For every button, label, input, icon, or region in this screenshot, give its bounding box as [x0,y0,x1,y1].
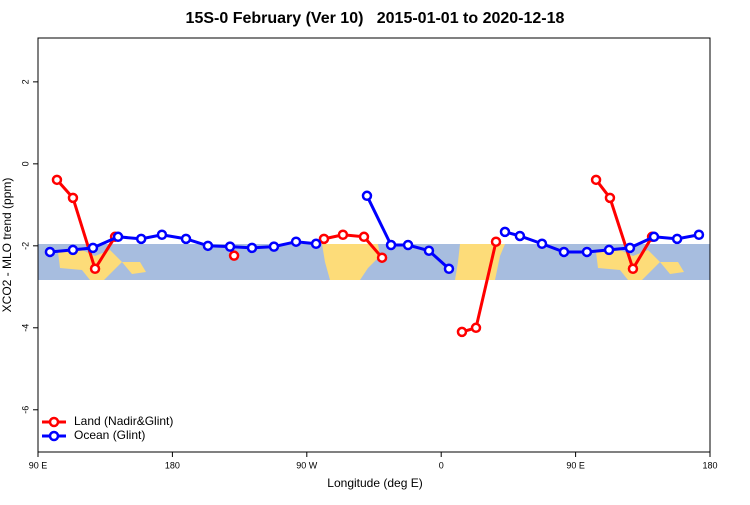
point [156,229,168,241]
point [402,239,414,251]
land [122,262,146,274]
point [456,326,468,338]
point [490,236,502,247]
series-line [55,178,654,334]
point [470,322,482,334]
point [67,244,79,256]
legend-marker [48,430,60,442]
x-tick-label: 90 W [296,460,318,470]
point [361,190,373,202]
y-axis-label: XCO2 - MLO trend (ppm) [0,178,14,313]
point [224,241,236,252]
x-tick-label: 90 E [29,460,48,470]
plot-frame [37,37,711,453]
point [558,246,570,258]
y-tick-label: -6 [20,406,30,414]
point [603,244,615,256]
point [51,174,63,186]
point [590,174,602,186]
y-tick-label: -4 [20,324,30,332]
x-tick-label: 90 E [566,460,585,470]
land [660,262,684,274]
point [671,233,683,245]
point [358,231,370,243]
point [228,250,240,261]
point [310,238,322,250]
point [499,226,511,238]
point [581,246,593,258]
point [318,233,330,245]
y-tick-label: -2 [20,242,30,250]
point [89,263,101,275]
point [44,246,56,258]
point [337,229,349,241]
y-tick-label: 2 [20,79,30,84]
point [376,252,388,263]
point [67,192,79,204]
point [246,242,258,254]
legend-label: Ocean (Glint) [74,428,145,442]
point [385,239,397,251]
legend-marker [48,416,60,428]
point [423,245,435,256]
point [624,242,636,254]
point [443,263,455,275]
chart-title: 15S-0 February (Ver 10) 2015-01-01 to 20… [186,10,565,27]
point [87,242,99,254]
point [290,236,302,247]
x-axis-label: Longitude (deg E) [327,476,422,490]
x-tick-label: 180 [165,460,180,470]
point [648,231,660,243]
point [180,233,192,245]
land [596,249,660,280]
point [693,229,705,241]
point [202,240,214,252]
point [268,241,280,252]
x-tick-label: 180 [702,460,717,470]
x-tick-label: 0 [439,460,444,470]
y-tick-label: 0 [20,161,30,166]
point [514,230,526,242]
land [58,249,122,280]
point [536,238,548,250]
land [322,244,380,280]
point [627,263,639,275]
point [604,192,616,204]
point [135,233,147,245]
point [112,231,124,243]
legend-label: Land (Nadir&Glint) [74,414,173,428]
